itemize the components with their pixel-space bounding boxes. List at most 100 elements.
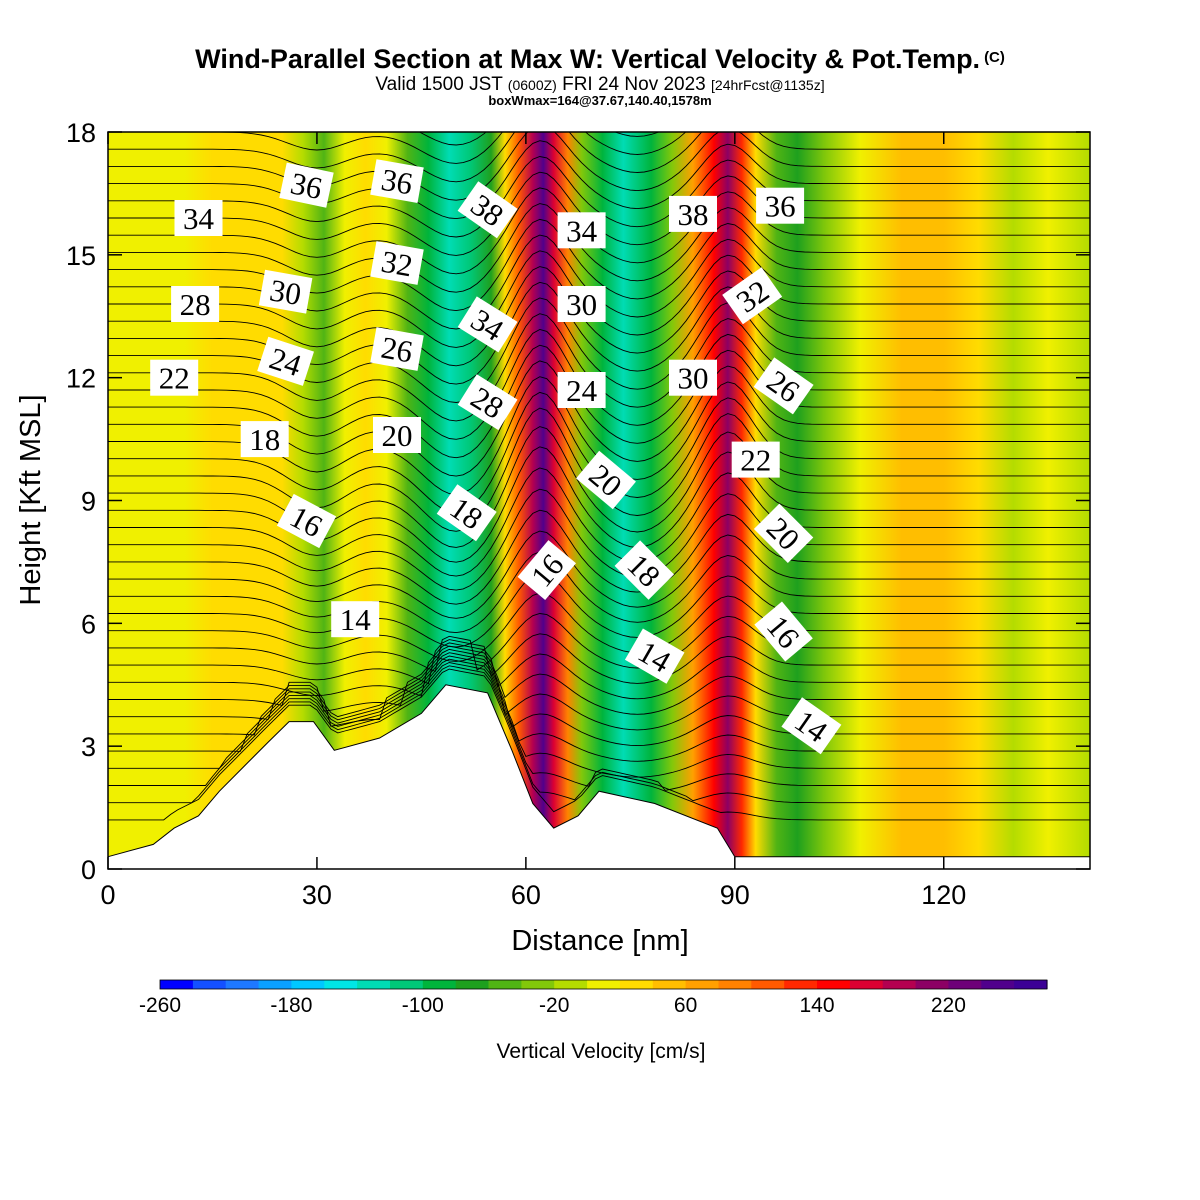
colorbar-swatch <box>882 980 917 989</box>
isentrope-label: 30 <box>258 269 313 314</box>
colorbar-swatch <box>291 980 325 989</box>
colorbar-swatch <box>455 980 490 989</box>
isentrope-label-box <box>276 493 337 549</box>
colorbar-swatch <box>784 980 818 989</box>
isentrope-label: 30 <box>669 359 717 396</box>
isentrope-label-box <box>754 601 813 662</box>
isentrope-label-box <box>614 540 674 600</box>
y-tick-label: 18 <box>66 118 96 148</box>
isentrope-label-box <box>669 195 717 232</box>
colorbar-swatch <box>587 980 621 989</box>
colorbar-swatch <box>225 980 260 989</box>
isentrope-label: 32 <box>722 267 783 325</box>
isentrope-label-text: 22 <box>159 361 190 396</box>
colorbar-tick-label: -180 <box>270 994 312 1017</box>
isentrope-line <box>108 46 1090 108</box>
x-tick-label: 90 <box>720 880 750 910</box>
colorbar-tick-label: 140 <box>799 994 834 1017</box>
isentrope-line <box>108 648 1090 731</box>
isentrope-line <box>108 140 1090 220</box>
isentrope-line <box>108 652 1090 747</box>
isentrope-label: 14 <box>331 601 380 638</box>
colorbar-tick-label: -20 <box>539 994 569 1017</box>
isentrope-label-box <box>240 421 289 458</box>
colorbar-swatch <box>652 980 687 989</box>
colorbar-swatch <box>554 980 588 989</box>
colorbar-swatch <box>160 980 194 989</box>
colorbar-swatch <box>422 980 457 989</box>
isentrope-label-box <box>331 601 380 638</box>
colorbar-swatch <box>324 980 358 989</box>
isentrope-line <box>108 572 1090 648</box>
colorbar-swatch <box>751 980 785 989</box>
colorbar-swatch <box>619 980 654 989</box>
isentrope-label-box <box>174 200 223 236</box>
chart-title-text: Wind-Parallel Section at Max W: Vertical… <box>195 44 981 74</box>
isentrope-line <box>108 530 1090 619</box>
isentrope-label-text: 36 <box>765 189 796 224</box>
isentrope-label: 24 <box>557 372 606 408</box>
isentrope-label-box <box>781 697 842 755</box>
isentrope-line <box>108 633 1090 685</box>
colorbar-swatch <box>390 980 424 989</box>
colorbar-swatch <box>192 980 227 989</box>
colorbar-swatch <box>948 980 982 989</box>
colorbar-swatch <box>915 980 950 989</box>
y-tick-label: 12 <box>66 364 96 394</box>
isentrope-label-box <box>756 187 805 224</box>
isentrope-line <box>108 426 1090 548</box>
isentrope-label: 32 <box>370 241 424 285</box>
isentrope-label-text: 34 <box>566 213 598 248</box>
isentrope-label-box <box>722 267 783 325</box>
isentrope-label-box <box>557 372 606 408</box>
isentrope-label-box <box>370 241 424 285</box>
isentrope-label: 22 <box>731 441 780 478</box>
box-info: boxWmax=164@37.67,140.40,1578m <box>488 93 712 108</box>
colorbar-swatch <box>981 980 1015 989</box>
colorbar-frame <box>159 979 1048 990</box>
isentrope-label-box <box>457 181 518 239</box>
isentrope-label-box <box>753 357 814 415</box>
isentrope-label-text: 18 <box>249 422 280 457</box>
colorbar-tick-label: 60 <box>674 994 697 1017</box>
colorbar-swatch <box>521 980 555 989</box>
y-tick-label: 0 <box>81 855 96 885</box>
isentrope-label: 34 <box>174 200 223 236</box>
isentrope-label-text: 26 <box>379 330 416 370</box>
isentrope-line <box>108 203 1090 293</box>
y-tick-label: 15 <box>66 241 96 271</box>
colorbar-swatch <box>718 980 752 989</box>
isentrope-line <box>108 488 1090 591</box>
y-tick-label: 6 <box>81 609 96 639</box>
isentrope-line <box>108 645 1090 715</box>
isentrope-label: 30 <box>557 286 606 322</box>
colorbar-tick-label: 220 <box>931 994 966 1017</box>
isentrope-label: 18 <box>240 421 289 458</box>
isentrope-label: 24 <box>257 336 314 386</box>
isentrope-line <box>108 467 1090 577</box>
isentrope-line <box>108 662 1090 791</box>
isentrope-label-box <box>557 212 606 249</box>
isentrope-label-text: 36 <box>379 162 416 202</box>
valid-time: Valid 1500 JST <box>375 74 503 95</box>
isentrope-label: 22 <box>150 359 199 396</box>
isentrope-label-text: 38 <box>678 197 709 232</box>
isentrope-label: 26 <box>370 327 424 371</box>
isentrope-line <box>108 592 1090 662</box>
x-tick-label: 60 <box>511 880 541 910</box>
isentrope-label-text: 34 <box>183 201 215 236</box>
isentrope-label-box <box>557 286 606 322</box>
x-tick-label: 0 <box>100 880 115 910</box>
isentrope-label: 26 <box>753 357 814 415</box>
isentrope-line <box>108 642 1090 700</box>
isentrope-line <box>108 665 1090 804</box>
isentrope-line <box>108 509 1090 605</box>
isentrope-line <box>108 132 1090 164</box>
isentrope-label: 38 <box>669 195 717 232</box>
chart-title: Wind-Parallel Section at Max W: Vertical… <box>0 44 1200 75</box>
colorbar-swatch <box>685 980 720 989</box>
y-axis-label: Height [Kft MSL] <box>15 394 47 605</box>
isentrope-label-text: 30 <box>566 287 597 322</box>
